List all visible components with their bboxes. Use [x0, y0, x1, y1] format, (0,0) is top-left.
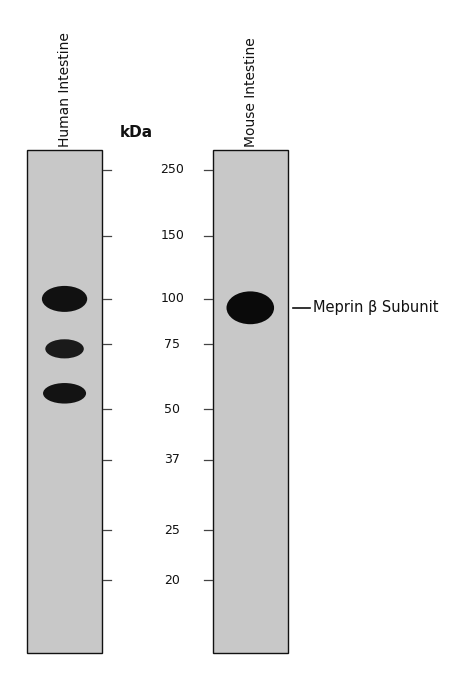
Text: 100: 100: [160, 292, 184, 306]
Text: 75: 75: [164, 337, 180, 351]
Text: Mouse Intestine: Mouse Intestine: [244, 38, 257, 147]
Text: 250: 250: [160, 163, 184, 176]
Text: kDa: kDa: [119, 125, 153, 140]
Text: Meprin β Subunit: Meprin β Subunit: [313, 300, 439, 315]
Ellipse shape: [45, 339, 84, 358]
Text: 37: 37: [164, 453, 180, 466]
FancyBboxPatch shape: [27, 150, 102, 653]
Text: 50: 50: [164, 402, 180, 416]
Text: Human Intestine: Human Intestine: [58, 32, 72, 147]
FancyBboxPatch shape: [213, 150, 288, 653]
Ellipse shape: [226, 291, 274, 324]
Text: 150: 150: [160, 229, 184, 243]
Text: 25: 25: [164, 523, 180, 537]
Ellipse shape: [43, 383, 86, 404]
Ellipse shape: [42, 286, 87, 312]
Text: 20: 20: [164, 573, 180, 587]
